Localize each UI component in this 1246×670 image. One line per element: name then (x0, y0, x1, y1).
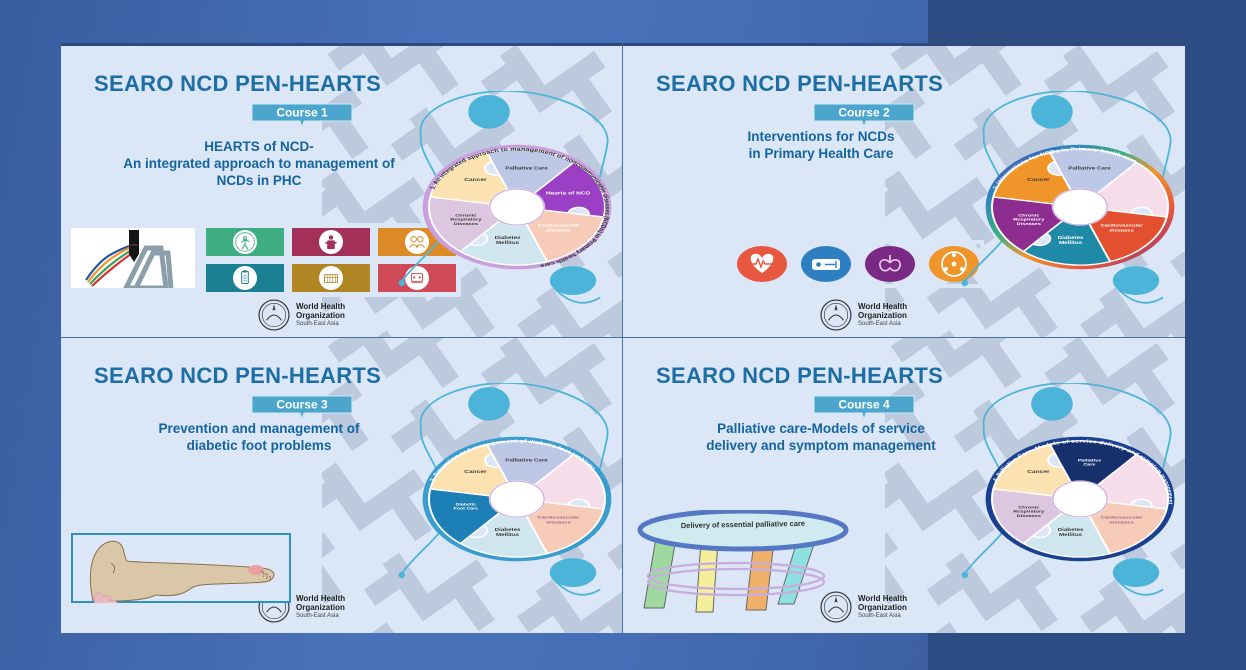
svg-text:Cancer: Cancer (1027, 178, 1050, 183)
svg-text:Palliative Care: Palliative Care (505, 166, 548, 171)
svg-text:Cancer: Cancer (464, 178, 487, 183)
svg-text:Cancer: Cancer (464, 470, 487, 475)
svg-text:Palliative Care: Palliative Care (505, 458, 548, 463)
svg-text:Palliative Care: Palliative Care (1068, 166, 1111, 171)
svg-text:Course 4: Course 4 (838, 398, 890, 412)
svg-text:Hearts of NCD: Hearts of NCD (548, 484, 588, 489)
svg-text:Hearts of NCD: Hearts of NCD (1113, 192, 1151, 196)
svg-text:Course 2: Course 2 (838, 106, 890, 120)
svg-text:Hearts of NCD: Hearts of NCD (1113, 484, 1151, 488)
svg-text:Hearts of NCD: Hearts of NCD (546, 192, 590, 197)
svg-text:Course 3: Course 3 (276, 398, 328, 412)
svg-text:Course 1: Course 1 (276, 106, 328, 120)
svg-text:Cancer: Cancer (1027, 470, 1050, 475)
